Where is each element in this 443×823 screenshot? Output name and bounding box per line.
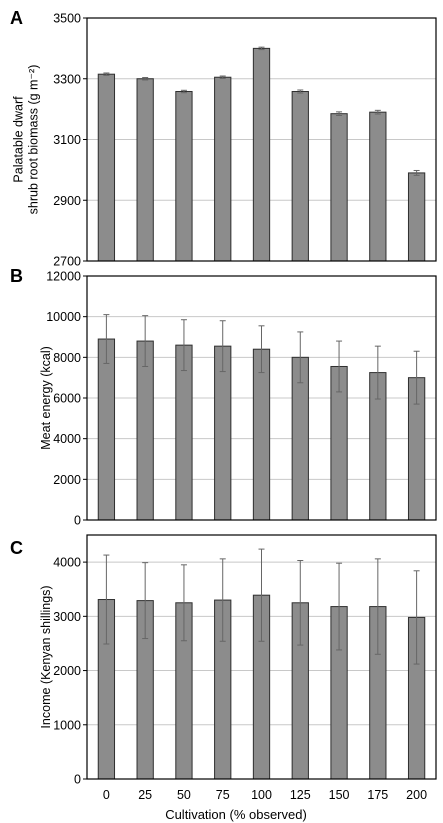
x-tick-label: 50 bbox=[177, 788, 191, 802]
bar bbox=[330, 113, 348, 262]
y-tick-label: 4000 bbox=[53, 556, 81, 570]
bar bbox=[136, 78, 154, 262]
x-tick-label: 150 bbox=[329, 788, 350, 802]
bar bbox=[252, 348, 271, 521]
bar bbox=[407, 172, 426, 262]
bar bbox=[97, 338, 116, 521]
x-tick-label: 125 bbox=[290, 788, 311, 802]
y-tick-label: 3000 bbox=[53, 610, 81, 624]
y-tick-label: 4000 bbox=[53, 432, 81, 446]
x-tick-label: 75 bbox=[216, 788, 230, 802]
plot-frame bbox=[86, 17, 437, 262]
bar bbox=[214, 76, 232, 262]
x-tick-label: 175 bbox=[367, 788, 388, 802]
x-tick-label: 200 bbox=[406, 788, 427, 802]
y-tick-label: 8000 bbox=[53, 351, 81, 365]
chart-panel-b: 0 2000 4000 6000 8000 10000 12000 B Meat energy … bbox=[10, 266, 437, 528]
y-tick-label: 2700 bbox=[53, 255, 81, 269]
y-tick-label: 6000 bbox=[53, 392, 81, 406]
y-axis-title: Income (Kenyan shillings) bbox=[39, 585, 53, 728]
y-tick-label: 3100 bbox=[53, 133, 81, 147]
y-tick-label: 3300 bbox=[53, 72, 81, 86]
bar bbox=[175, 91, 193, 262]
chart-panel-c: 0 1000 2000 3000 4000 0 25 50 75 100 125 150 175 200 C… bbox=[10, 534, 437, 802]
bar bbox=[369, 111, 387, 262]
plot-frame bbox=[86, 275, 437, 521]
bar bbox=[136, 340, 154, 521]
x-tick-label: 0 bbox=[103, 788, 110, 802]
panel-letter: B bbox=[10, 266, 23, 286]
y-tick-label: 0 bbox=[74, 514, 81, 528]
y-tick-label: 10000 bbox=[46, 310, 81, 324]
x-axis-title: Cultivation (% observed) bbox=[165, 807, 307, 822]
y-tick-label: 2000 bbox=[53, 473, 81, 487]
plot-frame bbox=[86, 534, 437, 780]
y-tick-label: 12000 bbox=[46, 270, 81, 284]
y-tick-label: 1000 bbox=[53, 718, 81, 732]
bar bbox=[97, 73, 116, 262]
chart-panel-a: 2700 2900 3100 3300 3500 A Palatable dwarf shru… bbox=[10, 8, 437, 269]
x-tick-label: 25 bbox=[138, 788, 152, 802]
y-axis-title: Meat energy (kcal) bbox=[39, 346, 53, 450]
panel-letter: A bbox=[10, 8, 23, 28]
panel-letter: C bbox=[10, 538, 23, 558]
y-tick-label: 0 bbox=[74, 773, 81, 787]
x-tick-label: 100 bbox=[251, 788, 272, 802]
bar bbox=[214, 345, 232, 521]
bar bbox=[252, 47, 271, 262]
bar bbox=[291, 91, 309, 262]
y-tick-label: 2900 bbox=[53, 194, 81, 208]
y-tick-label: 2000 bbox=[53, 664, 81, 678]
y-axis-title: shrub root biomass (g m⁻²) bbox=[27, 65, 41, 215]
bar bbox=[175, 344, 193, 521]
y-tick-label: 3500 bbox=[53, 12, 81, 26]
y-axis-title: Palatable dwarf bbox=[12, 96, 26, 183]
